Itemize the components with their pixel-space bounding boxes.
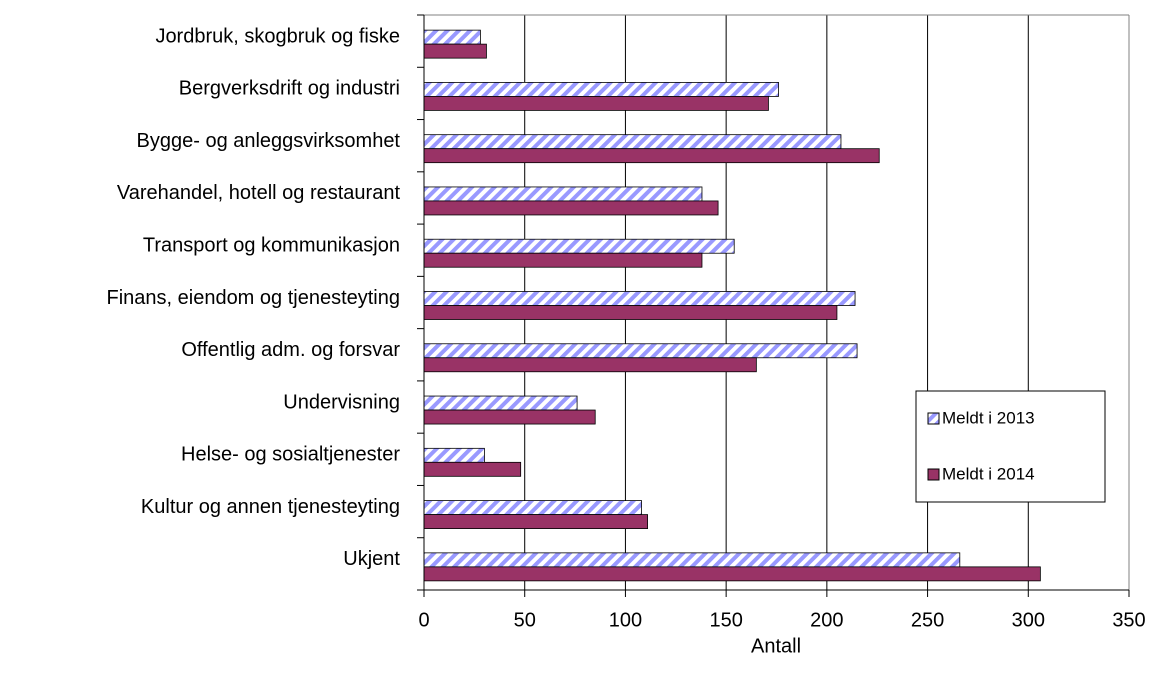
x-tick-label: 200 <box>810 609 843 631</box>
bar <box>423 343 858 359</box>
bar <box>423 96 769 111</box>
bar <box>423 29 481 45</box>
x-axis-label: Antall <box>751 635 801 657</box>
y-tick-label: Kultur og annen tjenesteyting <box>141 496 400 518</box>
x-tick-label: 150 <box>709 609 742 631</box>
bar <box>423 566 1041 582</box>
y-tick-label: Bygge- og anleggsvirksomhet <box>137 130 401 152</box>
bar <box>423 500 642 515</box>
y-tick-label: Bergverksdrift og industri <box>179 78 400 100</box>
legend-label: Meldt i 2013 <box>942 408 1035 427</box>
y-tick-label: Varehandel, hotell og restaurant <box>117 182 401 204</box>
x-tick-label: 0 <box>418 609 429 631</box>
y-tick-label: Jordbruk, skogbruk og fiske <box>155 25 400 47</box>
bar <box>423 395 578 411</box>
bar <box>423 200 719 216</box>
legend-box <box>915 390 1106 503</box>
bar <box>423 461 522 477</box>
bar <box>423 252 703 268</box>
bar <box>423 148 880 164</box>
x-tick-label: 250 <box>911 609 944 631</box>
bar <box>423 43 487 59</box>
x-tick-label: 300 <box>1012 609 1045 631</box>
bar <box>423 357 757 373</box>
y-tick-label: Undervisning <box>283 391 400 413</box>
x-tick-label: 100 <box>609 609 642 631</box>
bar <box>423 514 648 529</box>
legend-swatch <box>927 412 940 425</box>
legend-swatch <box>927 468 940 481</box>
bar <box>423 409 596 425</box>
y-tick-label: Finans, eiendom og tjenesteyting <box>106 287 400 309</box>
y-tick-label: Helse- og sosialtjenester <box>181 444 400 466</box>
y-tick-label: Offentlig adm. og forsvar <box>181 339 400 361</box>
bar <box>423 291 856 306</box>
x-tick-label: 350 <box>1112 609 1145 631</box>
bar <box>423 82 779 97</box>
y-tick-label: Ukjent <box>343 548 400 570</box>
bar <box>423 134 842 150</box>
y-tick-label: Transport og kommunikasjon <box>143 235 400 257</box>
x-tick-label: 50 <box>514 609 536 631</box>
bar <box>423 238 735 254</box>
bar <box>423 447 485 463</box>
bar <box>423 552 961 568</box>
legend-label: Meldt i 2014 <box>942 464 1035 483</box>
bar <box>423 305 838 320</box>
bar <box>423 186 703 202</box>
